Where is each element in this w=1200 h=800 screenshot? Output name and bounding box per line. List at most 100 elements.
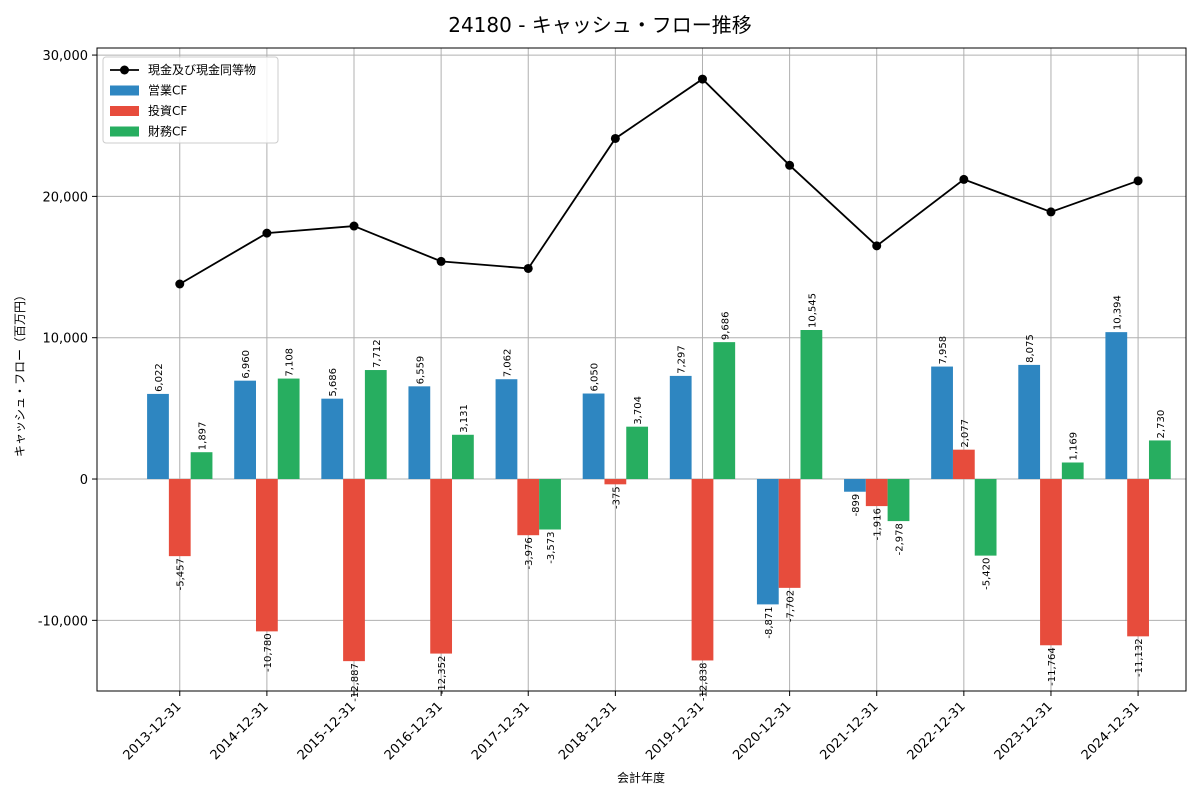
x-tick-label: 2024-12-31 (1079, 699, 1143, 763)
bar-財務CF (626, 426, 649, 480)
bar-value-label: 7,712 (372, 339, 383, 368)
bar-value-label: 8,075 (1025, 334, 1036, 363)
bar-投資CF (430, 479, 453, 654)
bar-営業CF (321, 398, 344, 480)
bar-営業CF (408, 386, 431, 480)
bar-value-label: -3,976 (524, 537, 535, 569)
bar-value-label: -5,420 (982, 558, 993, 590)
bar-value-label: -5,457 (176, 558, 187, 590)
x-tick-label: 2013-12-31 (121, 699, 185, 763)
bar-投資CF (952, 449, 975, 480)
legend-box (102, 56, 279, 144)
cash-line-marker (1046, 207, 1056, 217)
bar-value-label: 3,704 (633, 396, 644, 425)
bar-営業CF (844, 479, 866, 492)
y-tick-label: 20,000 (43, 190, 89, 205)
bar-value-label: 2,730 (1156, 410, 1167, 439)
x-tick-label: 2020-12-31 (730, 699, 794, 763)
legend-label: 営業CF (148, 84, 187, 98)
chart-title: 24180 - キャッシュ・フロー推移 (448, 13, 752, 37)
bar-財務CF (277, 378, 300, 480)
bar-営業CF (234, 380, 256, 480)
bar-value-label: 6,050 (590, 363, 601, 392)
x-tick-label: 2014-12-31 (208, 699, 272, 763)
bar-value-label: 7,958 (938, 336, 949, 365)
bar-投資CF (255, 479, 278, 632)
bar-value-label: -10,780 (263, 633, 274, 672)
bar-財務CF (887, 479, 910, 522)
bar-value-label: 10,394 (1112, 295, 1123, 330)
bar-営業CF (582, 393, 605, 480)
bar-財務CF (452, 434, 474, 480)
y-tick-label: 10,000 (43, 332, 89, 347)
legend-label: 投資CF (148, 103, 187, 118)
bar-value-label: -12,838 (698, 662, 709, 701)
bar-value-label: 6,559 (415, 356, 426, 385)
cash-line-marker (959, 174, 969, 184)
bar-投資CF (168, 479, 191, 557)
cash-line-marker (436, 256, 446, 266)
x-tick-label: 2023-12-31 (992, 699, 1056, 763)
bar-営業CF (1105, 332, 1128, 480)
plot-frame (96, 47, 1187, 692)
bar-value-label: 7,108 (285, 348, 296, 377)
bar-投資CF (343, 479, 365, 662)
bar-value-label: 1,169 (1069, 432, 1080, 461)
bar-投資CF (778, 479, 801, 588)
bar-value-label: -7,702 (786, 590, 797, 622)
bar-営業CF (1018, 364, 1041, 480)
x-tick-label: 2021-12-31 (818, 699, 882, 763)
bar-value-label: 2,077 (960, 419, 971, 448)
y-tick-label: 30,000 (43, 49, 89, 64)
legend-bar-swatch (110, 126, 139, 137)
legend-bar-swatch (110, 85, 139, 96)
bar-value-label: -2,978 (895, 523, 906, 555)
bar-value-label: 6,960 (241, 350, 252, 379)
bar-投資CF (865, 479, 888, 507)
legend-label: 財務CF (148, 124, 187, 139)
bar-財務CF (974, 479, 997, 556)
x-tick-label: 2022-12-31 (905, 699, 969, 763)
bar-value-label: -11,764 (1047, 647, 1058, 686)
bar-財務CF (539, 479, 561, 530)
bar-value-label: 3,131 (459, 404, 470, 433)
bar-value-label: 9,686 (720, 312, 731, 341)
bar-営業CF (147, 393, 169, 480)
bar-財務CF (364, 370, 387, 480)
bar-value-label: 7,297 (677, 345, 688, 374)
cash-line-marker (872, 241, 882, 251)
x-tick-label: 2018-12-31 (556, 699, 620, 763)
bar-投資CF (691, 479, 714, 661)
bar-value-label: 5,686 (328, 368, 339, 397)
bar-営業CF (931, 366, 953, 480)
bar-投資CF (604, 479, 627, 485)
bar-value-label: -11,132 (1134, 638, 1145, 677)
bar-value-label: -375 (611, 486, 622, 509)
x-axis-label: 会計年度 (617, 770, 665, 785)
bar-value-label: 10,545 (807, 293, 818, 328)
bar-営業CF (669, 375, 692, 480)
x-tick-label: 2017-12-31 (469, 699, 533, 763)
bar-value-label: -12,352 (437, 656, 448, 695)
y-axis-label: キャッシュ・フロー（百万円） (13, 289, 27, 457)
bar-財務CF (1061, 462, 1084, 480)
legend-bar-swatch (110, 106, 139, 116)
cash-line-marker (349, 221, 359, 231)
bar-財務CF (713, 342, 736, 480)
cash-line (175, 74, 1143, 289)
cash-line-marker (175, 279, 185, 289)
bar-営業CF (495, 379, 518, 480)
x-tick-label: 2015-12-31 (295, 699, 359, 763)
bar-営業CF (756, 479, 779, 605)
legend-label: 現金及び現金同等物 (148, 62, 256, 77)
bar-財務CF (190, 452, 213, 480)
bar-value-label: -3,573 (546, 532, 557, 564)
cash-line-marker (785, 160, 795, 170)
cash-line-marker (523, 263, 533, 273)
bar-財務CF (1148, 440, 1171, 480)
bar-value-label: 7,062 (502, 349, 513, 378)
bar-labels: 6,022 6,960 5,686 6,559 7,062 6,050 7,297 -8,87… (154, 293, 1167, 702)
